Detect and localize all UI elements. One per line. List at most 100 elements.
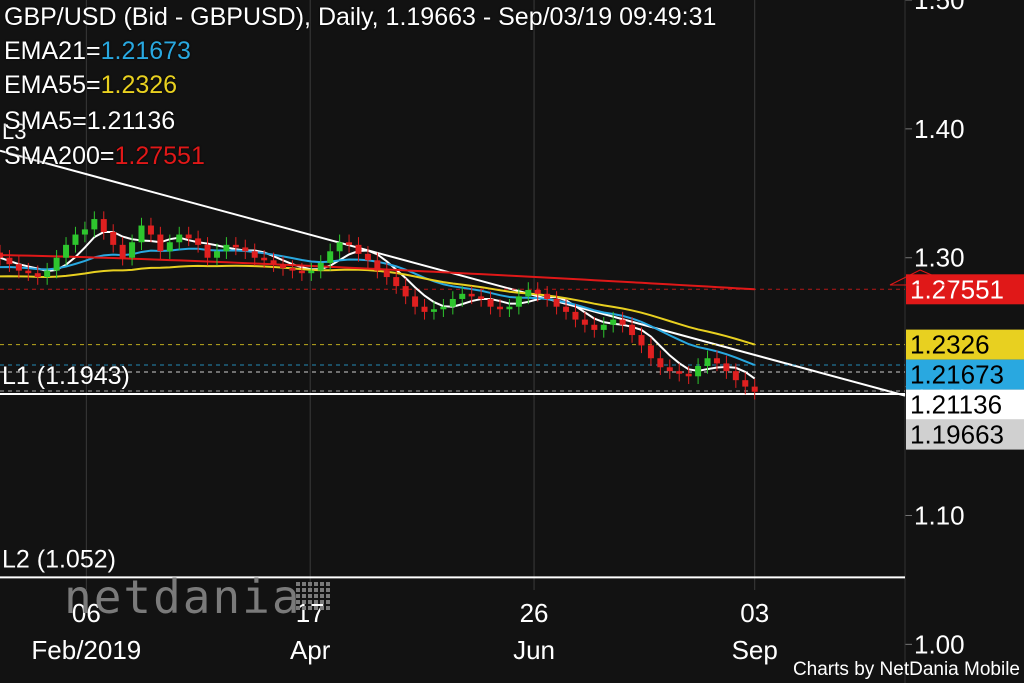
x-tick-day: 26 [520,598,549,628]
candle-body [723,363,729,371]
sma200-label: SMA200= [4,142,115,170]
watermark-dot [326,588,330,592]
candle-body [25,271,31,274]
candle-body [422,307,428,312]
candle-body [91,219,97,229]
candle-body [563,307,569,312]
candle-body [384,271,390,277]
candle-body [497,307,503,310]
candle-body [233,245,239,248]
candle-body [346,242,352,245]
ema55-readout: EMA55=1.2326 [4,70,177,100]
watermark-dot [314,594,318,598]
candle-body [6,258,12,264]
candle-body [157,235,163,252]
watermark-dot [302,606,306,610]
watermark-dot [296,606,300,610]
watermark-dot [326,606,330,610]
candle-body [525,290,531,296]
candle-body [195,238,201,244]
x-tick-day: 03 [740,598,769,628]
candle-body [676,371,682,374]
candle-body [167,242,173,251]
candle-body [459,294,465,299]
candle-body [393,277,399,286]
ema21-value: 1.21673 [101,37,191,65]
candle-body [469,294,475,297]
candle-body [733,371,739,380]
candle-body [271,260,277,264]
watermark-dot [326,582,330,586]
y-tick-label: 1.00 [914,629,965,659]
candle-body [478,296,484,299]
candle-body [72,235,78,245]
candle-body [44,271,50,277]
candle-body [82,229,88,234]
watermark-dot [302,594,306,598]
candle-body [0,253,3,258]
price-tag-label: 1.2326 [910,330,990,360]
candle-body [374,260,380,270]
y-tick-label: 1.30 [914,243,965,273]
x-tick-month: Feb/2019 [31,635,141,665]
candle-body [591,325,597,330]
x-tick-month: Jun [513,635,555,665]
candle-body [35,273,41,277]
candle-body [648,345,654,358]
watermark-dot [308,594,312,598]
candle-body [355,245,361,254]
candle-body [412,296,418,306]
candle-body [110,232,116,245]
price-tags: 1.275511.23261.216731.211361.19663 [890,270,1024,450]
candle-body [308,271,314,274]
candle-body [544,294,550,299]
candle-body [54,258,60,271]
ema55-value: 1.2326 [101,71,177,99]
x-tick-month: Sep [732,635,778,665]
candle-body [657,358,663,367]
watermark-dot [296,600,300,604]
watermark-dot [314,600,318,604]
credit-text[interactable]: Charts by NetDania Mobile [793,659,1020,681]
candle-body [742,380,748,386]
candle-body [695,366,701,376]
watermark-dot [296,582,300,586]
candle-body [280,264,286,268]
watermark-dot [320,594,324,598]
y-tick-label: 1.10 [914,500,965,530]
candle-body [516,296,522,306]
watermark-dot [320,606,324,610]
candle-body [101,219,107,232]
level-label: L1 (1.1943) [2,362,130,390]
y-tick-label: 1.40 [914,114,965,144]
candle-body [506,307,512,310]
watermark-dot [296,588,300,592]
sma200-readout: SMA200=1.27551 [4,141,205,171]
candle-body [450,299,456,307]
y-tick-label: 1.50 [914,0,965,15]
candle-body [686,374,692,377]
candle-body [63,245,69,258]
candle-body [327,251,333,263]
watermark-dot [326,600,330,604]
candle-body [337,242,343,251]
candle-body [16,264,22,270]
candle-body [638,335,644,345]
candle-body [129,242,135,257]
candle-body [299,271,305,274]
netdania-watermark: netdania [64,570,330,624]
chart-title: GBP/USD (Bid - GBPUSD), Daily, 1.19663 -… [4,2,716,32]
candle-body [610,320,616,325]
candle-body [176,235,182,243]
price-tag-label: 1.27551 [910,274,1004,304]
candle-body [572,312,578,320]
candle-body [403,286,409,296]
candle-body [440,307,446,310]
watermark-dot [302,582,306,586]
candle-body [289,268,295,271]
candle-body [186,235,192,239]
candle-body [261,258,267,261]
x-tick-month: Apr [290,635,331,665]
candle-body [752,387,758,392]
